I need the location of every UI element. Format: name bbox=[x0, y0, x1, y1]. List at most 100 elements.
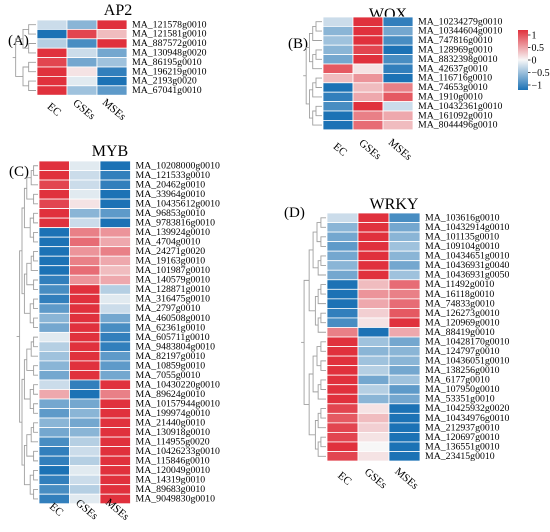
heatmap-cell bbox=[388, 336, 421, 347]
gene-label: MA_101135g0010 bbox=[425, 232, 499, 243]
dendrogram-branch bbox=[320, 341, 326, 352]
dendrogram-branch bbox=[29, 474, 34, 495]
heatmap-cell bbox=[326, 307, 359, 319]
dendrogram-branch bbox=[316, 222, 321, 243]
gene-label: MA_20462g0010 bbox=[136, 179, 206, 190]
heatmap-cell bbox=[352, 35, 384, 46]
gene-label: MA_128969g0010 bbox=[418, 45, 493, 56]
gene-label: MA_130948g0020 bbox=[132, 48, 207, 59]
gene-label: MA_199974g0010 bbox=[136, 408, 211, 419]
dendrogram-branch bbox=[26, 348, 34, 371]
dendrogram-branch bbox=[320, 284, 326, 295]
gene-label: MA_96853g0010 bbox=[136, 208, 206, 219]
heatmap-cell bbox=[38, 484, 70, 495]
dendrogram-branch bbox=[33, 422, 38, 433]
dendrogram-branch bbox=[317, 260, 326, 276]
gene-label: MA_212937g0010 bbox=[425, 422, 500, 433]
column-label: GSEs bbox=[362, 466, 389, 491]
row-dendrogram bbox=[16, 165, 38, 500]
heatmap-cell bbox=[69, 474, 101, 486]
heatmap-cell bbox=[69, 293, 101, 305]
dendrogram-branch bbox=[320, 312, 326, 324]
gene-label: MA_10428170g0010 bbox=[425, 336, 509, 347]
heatmap-cell bbox=[69, 255, 101, 267]
heatmap-cell bbox=[69, 350, 101, 362]
gene-label: MA_128871g0010 bbox=[136, 284, 211, 295]
gene-label: MA_82197g0010 bbox=[136, 351, 206, 362]
heatmap-cell bbox=[38, 427, 70, 438]
gene-label: MA_121581g0010 bbox=[132, 29, 207, 40]
gene-label: MA_2797g0010 bbox=[136, 303, 201, 314]
gene-label: MA_196219g0010 bbox=[132, 66, 207, 77]
dendrogram-branch bbox=[33, 469, 38, 481]
gene-label: MA_9483804g0010 bbox=[136, 341, 216, 352]
heatmap-cell bbox=[69, 455, 101, 467]
heatmap-cell bbox=[326, 231, 359, 243]
heatmap-cell bbox=[388, 260, 421, 271]
heatmap-cell bbox=[382, 120, 414, 131]
heatmap-cell bbox=[38, 179, 70, 190]
heatmap-cell bbox=[66, 66, 98, 77]
heatmap-cell bbox=[322, 73, 354, 84]
gene-label: MA_2193g0020 bbox=[132, 76, 197, 87]
gene-label: MA_89624g0010 bbox=[136, 389, 206, 400]
heatmap-cell bbox=[322, 120, 354, 131]
heatmap-cell bbox=[352, 16, 384, 27]
dendrogram-branch bbox=[309, 33, 313, 63]
heatmap-cell bbox=[99, 465, 131, 476]
heatmap-cell bbox=[99, 217, 131, 229]
heatmap-cell bbox=[69, 189, 101, 200]
dendrogram-branch bbox=[305, 47, 310, 105]
dendrogram-branch bbox=[28, 61, 36, 73]
dendrogram-branch bbox=[23, 444, 31, 486]
heatmap-cell bbox=[38, 246, 70, 257]
gene-label: MA_1910g0010 bbox=[418, 92, 483, 103]
gene-label: MA_140579g0010 bbox=[136, 275, 211, 286]
gene-label: MA_10434651g0010 bbox=[425, 251, 509, 262]
dendrogram-branch bbox=[33, 250, 38, 262]
dendrogram-branch bbox=[23, 187, 31, 229]
dendrogram-branch bbox=[28, 24, 36, 35]
heatmap-cell bbox=[352, 73, 384, 84]
heatmap-cell bbox=[66, 76, 98, 87]
heatmap-cell bbox=[38, 417, 70, 428]
heatmap-cell bbox=[99, 265, 131, 276]
gene-label: MA_74833g0010 bbox=[425, 298, 495, 309]
gene-label: MA_9783816g0010 bbox=[136, 218, 216, 229]
heatmap-cell bbox=[66, 38, 98, 49]
dendrogram-branch bbox=[315, 77, 322, 88]
dendrogram-branch bbox=[33, 298, 38, 310]
heatmap-cell bbox=[69, 436, 101, 447]
heatmap-cell bbox=[357, 441, 390, 452]
dendrogram-branch bbox=[316, 346, 321, 367]
gene-label: MA_114955g0020 bbox=[136, 437, 210, 448]
heatmap-cell bbox=[69, 417, 101, 428]
heatmap-cell bbox=[99, 303, 131, 314]
heatmap-cell bbox=[69, 331, 101, 343]
heatmap-cell bbox=[388, 393, 421, 405]
gene-label: MA_10436931g0040 bbox=[425, 260, 509, 271]
heatmap-cell bbox=[96, 85, 128, 96]
dendrogram-branch bbox=[33, 336, 38, 348]
gene-label: MA_42637g0010 bbox=[418, 63, 488, 74]
heatmap-cell bbox=[66, 19, 98, 30]
dendrogram-branch bbox=[33, 450, 38, 462]
gene-label: MA_10234279g0010 bbox=[418, 16, 502, 27]
heatmap-cell bbox=[322, 110, 354, 121]
heatmap-cell bbox=[388, 422, 421, 433]
gene-label: MA_316475g0010 bbox=[136, 294, 211, 305]
gene-label: MA_11492g0010 bbox=[425, 279, 494, 290]
heatmap-cell bbox=[38, 198, 70, 210]
heatmap-cell bbox=[388, 365, 421, 376]
dendrogram-branch bbox=[315, 49, 322, 60]
dendrogram-branch bbox=[320, 408, 326, 419]
panel-title: MYB bbox=[92, 143, 128, 160]
gene-label: MA_10434976g0010 bbox=[425, 413, 509, 424]
legend-tick-label: −0.5 bbox=[532, 68, 550, 79]
heatmap-cell bbox=[38, 274, 70, 286]
heatmap-cell bbox=[99, 417, 131, 428]
heatmap-cell bbox=[99, 312, 131, 324]
heatmap-cell bbox=[326, 336, 359, 347]
heatmap-cell bbox=[99, 331, 131, 343]
